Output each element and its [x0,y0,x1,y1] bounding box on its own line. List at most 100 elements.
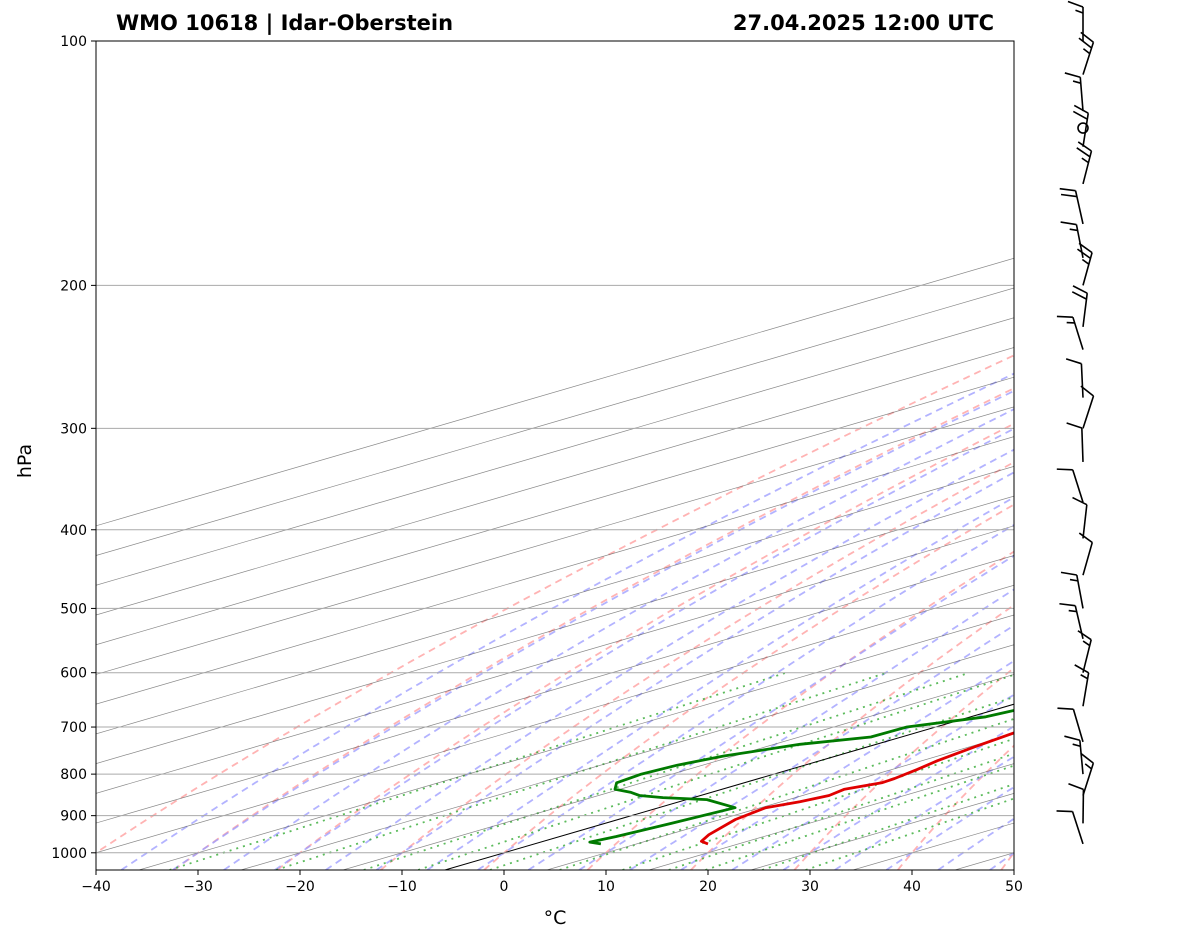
mixing-ratio-line [169,671,787,870]
moist-adiabat-line [325,448,1014,870]
wind-barb [1065,358,1084,398]
chart-datetime: 27.04.2025 12:00 UTC [733,11,994,35]
temperature-line [700,731,1014,846]
chart-title: WMO 10618 | Idar-Oberstein [116,11,453,36]
barb-flag [1059,187,1076,192]
barb-flag [1078,532,1093,544]
wind-barb [1080,385,1095,429]
y-tick-label: 600 [60,666,87,682]
barb-staff [1082,395,1095,429]
barb-flag [1064,72,1081,78]
dry-adiabat-line [586,550,1014,870]
mixing-ratio-line [805,797,1014,870]
x-axis-label: °C [544,907,567,929]
wind-barb [1056,810,1084,845]
barb-staff [1079,740,1084,775]
x-tick-label: −20 [285,879,315,895]
x-tick-label: 20 [699,879,717,895]
isotherm-line [96,436,1014,705]
barb-flag [1067,0,1084,8]
x-tick-label: 0 [500,879,509,895]
y-tick-label: 1000 [51,846,87,862]
wind-barb [1064,72,1084,112]
calm-wind-circle [1077,122,1089,134]
wind-barb [1060,571,1084,609]
wind-barb [1078,31,1095,75]
wind-barb [1080,752,1095,796]
barb-flag [1080,752,1094,764]
x-tick-label: 40 [903,879,921,895]
wind-barb [1057,707,1084,743]
isotherm-line [96,525,1014,794]
dewpoint-line [588,708,1014,846]
barb-flag [1072,496,1088,506]
y-tick-label: 900 [60,809,87,825]
y-tick-label: 100 [60,34,87,50]
moist-adiabat-line [426,496,1014,870]
plot-frame [95,40,1015,871]
barb-flag [1068,609,1077,613]
dry-adiabat-line [897,744,1014,870]
isotherm-line [96,347,1014,616]
wind-barb [1076,242,1093,286]
isotherm-line [240,644,1014,870]
dry-adiabat-line [380,461,1014,870]
wind-barbs [1056,0,1095,845]
barb-staff [1072,316,1084,350]
barb-flag [1078,242,1093,254]
wind-barb [1078,532,1094,576]
barb-flag [1072,110,1088,120]
barb-staff [1080,363,1084,398]
dry-adiabat-line [276,422,1014,870]
x-tick-label: −40 [81,879,111,895]
barb-flag [1080,674,1089,680]
dry-adiabat-line [1000,851,1014,870]
barb-flag [1074,664,1090,674]
barb-staff [1072,708,1084,743]
x-tick-label: −30 [183,879,213,895]
wind-barb [1077,122,1089,134]
barb-flag [1071,291,1087,300]
wind-barb [1077,630,1092,673]
dry-adiabat-line [1105,41,1181,870]
wind-barb [1076,141,1093,185]
x-tick-label: −10 [387,879,417,895]
barb-flag [1077,630,1092,641]
wind-barb [1068,782,1085,824]
barb-flag [1072,285,1088,294]
barb-staff [1082,252,1093,286]
barb-staff [1082,762,1095,796]
isotherm-line [954,852,1014,870]
wind-barb [1067,0,1084,41]
barb-flag [1057,707,1074,711]
wind-barb [1059,602,1084,639]
barb-flag [1080,385,1094,397]
mixing-ratio-line [668,752,1014,870]
barb-flag [1076,248,1091,260]
y-tick-label: 400 [60,523,87,539]
moist-adiabat-line [989,851,1014,870]
barb-flag [1072,80,1081,84]
isotherm-line [138,614,1014,870]
wind-barb [1056,315,1084,350]
barb-staff [1082,504,1088,539]
barb-staff [1081,427,1084,462]
isotherm-line [96,317,1014,586]
wind-barb [1072,104,1090,147]
isotherm-line [852,822,1014,870]
isotherm-line [96,287,1014,556]
y-tick-label: 200 [60,278,87,294]
mixing-ratio-line [363,671,970,870]
moist-adiabat-line [527,554,1014,870]
barb-staff [1071,811,1084,845]
y-tick-label: 500 [60,601,87,617]
isobars [96,41,1014,854]
barb-flag [1066,422,1083,429]
isotherm-line [96,257,1014,527]
x-tick-label: 50 [1005,879,1023,895]
barb-flag [1064,735,1081,742]
moist-adiabats [120,372,1014,870]
barb-flag [1059,602,1076,607]
barb-flag [1069,578,1079,582]
